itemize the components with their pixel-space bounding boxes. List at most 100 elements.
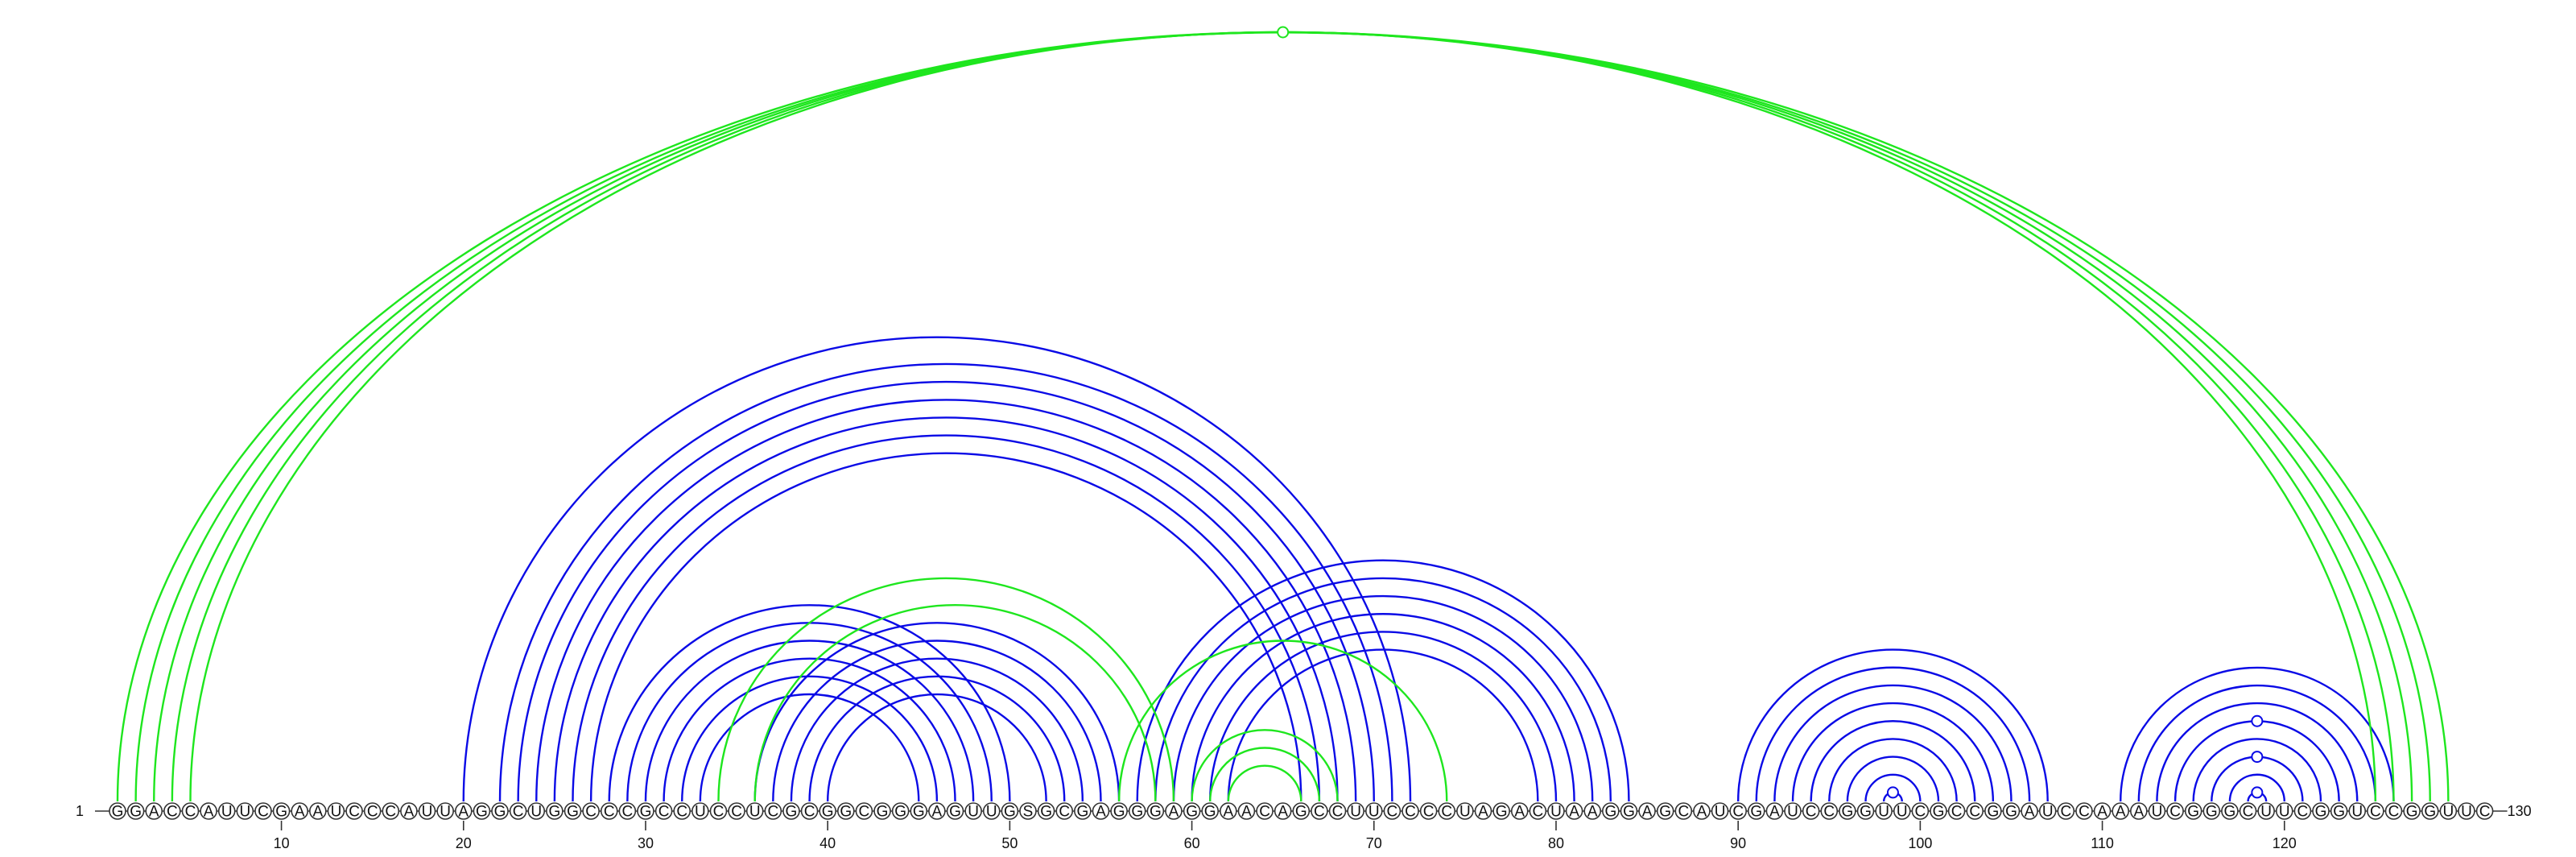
nucleotide-letter: G: [130, 804, 142, 821]
blue-pair-arc: [2137, 684, 2377, 802]
nucleotide-letter: A: [2116, 804, 2126, 821]
nucleotide-circle: [527, 802, 546, 820]
green-pair-arc: [1209, 747, 1321, 802]
nucleotide-circle: [1492, 802, 1510, 820]
nucleotide-circle: [2475, 802, 2494, 820]
blue-pair-arc: [1191, 613, 1575, 802]
nucleotide: G: [873, 802, 891, 821]
nucleotide-letter: U: [968, 804, 979, 821]
nucleotide-circle: [1474, 802, 1492, 820]
nucleotide: G: [1110, 802, 1128, 821]
nucleotide: G: [109, 802, 126, 821]
nucleotide-letter: G: [1113, 804, 1125, 821]
nucleotide: A: [1220, 802, 1237, 821]
nucleotide-letter: C: [767, 804, 778, 821]
nucleotide-circle: [618, 802, 637, 820]
nucleotide-letter: A: [1587, 804, 1598, 821]
nucleotide-letter: G: [786, 804, 798, 821]
tick-label: 20: [456, 835, 472, 851]
nucleotide: G: [2330, 802, 2348, 821]
nucleotide-letter: G: [1040, 804, 1052, 821]
nucleotide-circle: [291, 802, 309, 820]
nucleotide: S: [1019, 802, 1037, 821]
nucleotide-letter: G: [1659, 804, 1671, 821]
nucleotide-circle: [691, 802, 709, 820]
nucleotide-letter: A: [1769, 804, 1780, 821]
nucleotide: A: [400, 802, 418, 821]
nucleotide-letter: C: [2243, 804, 2254, 821]
nucleotide-circle: [491, 802, 509, 820]
blue-pair-arc: [462, 336, 1412, 802]
nucleotide-letter: G: [2187, 804, 2199, 821]
nucleotide: A: [1274, 802, 1292, 821]
nucleotide-circle: [1292, 802, 1311, 820]
nucleotide-letter: U: [2152, 804, 2163, 821]
nucleotide-circle: [1383, 802, 1402, 820]
nucleotide-circle: [1438, 802, 1456, 820]
nucleotide-letter: G: [1204, 804, 1216, 821]
nucleotide-circle: [1947, 802, 1966, 820]
nucleotide: G: [2421, 802, 2439, 821]
nucleotide-letter: G: [877, 804, 889, 821]
nucleotide-circle: [1274, 802, 1292, 820]
nucleotide-letter: U: [2442, 804, 2454, 821]
nucleotide-circle: [272, 802, 291, 820]
nucleotide: U: [327, 802, 345, 821]
nucleotide-circle: [1729, 802, 1747, 820]
tick-label: 80: [1548, 835, 1564, 851]
nucleotide-letter: C: [385, 804, 396, 821]
blue-arc-marker: [2251, 786, 2264, 799]
nucleotide-letter: U: [331, 804, 342, 821]
nucleotide: G: [2184, 802, 2202, 821]
nucleotide-letter: A: [1514, 804, 1525, 821]
nucleotide-circle: [1893, 802, 1911, 820]
blue-pair-arc: [535, 399, 1357, 802]
nucleotide-circle: [800, 802, 819, 820]
tick-label: 10: [274, 835, 290, 851]
nucleotide-letter: C: [1532, 804, 1543, 821]
blue-pair-arc: [790, 657, 1084, 802]
nucleotide-letter: G: [548, 804, 560, 821]
nucleotide: G: [837, 802, 855, 821]
nucleotide: G: [1183, 802, 1201, 821]
tick-label: 120: [2273, 835, 2297, 851]
nucleotide-letter: U: [749, 804, 761, 821]
nucleotide: G: [2403, 802, 2421, 821]
nucleotide: G: [126, 802, 145, 821]
nucleotide: G: [946, 802, 964, 821]
blue-pair-arc: [2120, 666, 2395, 802]
nucleotide: C: [1911, 802, 1930, 821]
nucleotide: G: [2312, 802, 2330, 821]
nucleotide-letter: G: [2005, 804, 2017, 821]
nucleotide-letter: U: [422, 804, 433, 821]
nucleotide-circle: [1583, 802, 1602, 820]
nucleotide-letter: C: [1915, 804, 1926, 821]
nucleotide-circle: [126, 802, 145, 820]
nucleotide: A: [454, 802, 473, 821]
blue-pair-arc: [1864, 773, 1922, 802]
nucleotide: G: [1620, 802, 1638, 821]
nucleotide-letter: U: [239, 804, 250, 821]
nucleotide-letter: G: [1186, 804, 1198, 821]
nucleotide: U: [2275, 802, 2293, 821]
nucleotide-circle: [2130, 802, 2148, 820]
nucleotide-circle: [2330, 802, 2348, 820]
nucleotide-circle: [2257, 802, 2275, 820]
nucleotide: U: [2257, 802, 2275, 821]
nucleotide-circle: [1220, 802, 1237, 820]
nucleotide: G: [1201, 802, 1219, 821]
nucleotide-letter: U: [695, 804, 706, 821]
nucleotide-letter: S: [1023, 804, 1034, 821]
nucleotide-letter: U: [221, 804, 233, 821]
nucleotide: G: [819, 802, 836, 821]
nucleotide-letter: C: [1405, 804, 1416, 821]
nucleotide: G: [891, 802, 910, 821]
nucleotide-circle: [2057, 802, 2075, 820]
nucleotide-letter: A: [1478, 804, 1488, 821]
nucleotide-letter: U: [1368, 804, 1380, 821]
nucleotide-letter: C: [585, 804, 597, 821]
nucleotide-circle: [709, 802, 728, 820]
nucleotide-circle: [1128, 802, 1146, 820]
blue-arc-marker: [2251, 714, 2264, 727]
nucleotide-circle: [1110, 802, 1128, 820]
